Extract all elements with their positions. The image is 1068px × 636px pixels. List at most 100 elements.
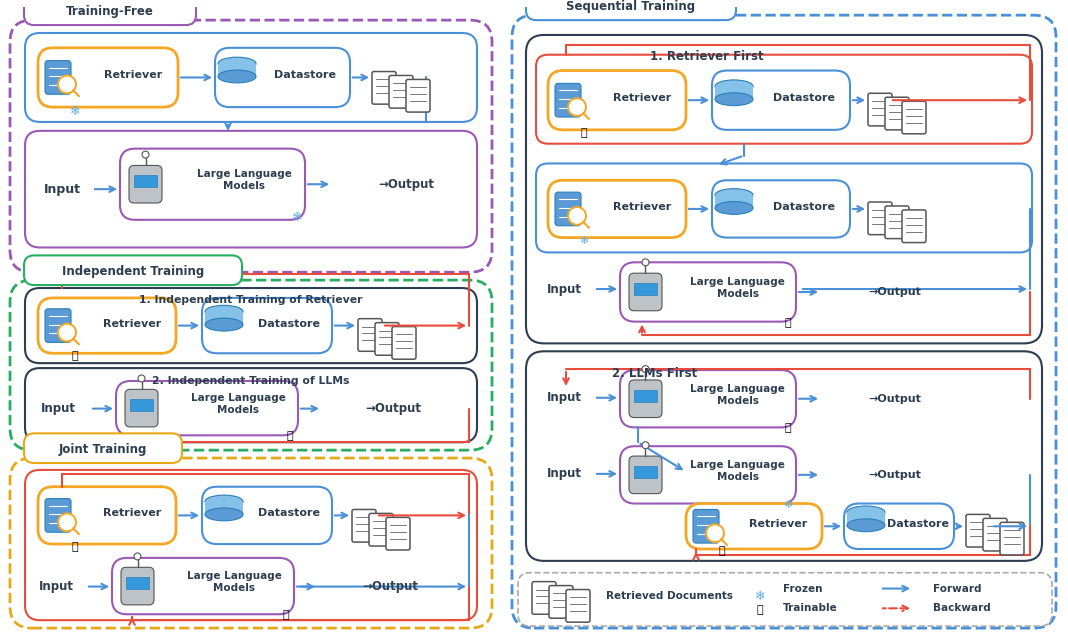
Text: Datastore: Datastore — [258, 319, 320, 329]
FancyBboxPatch shape — [38, 48, 178, 107]
Text: Large Language
Models: Large Language Models — [691, 460, 785, 481]
Ellipse shape — [205, 318, 244, 331]
Circle shape — [642, 259, 649, 266]
Text: Training-Free: Training-Free — [66, 4, 154, 18]
FancyBboxPatch shape — [621, 370, 796, 427]
FancyBboxPatch shape — [38, 487, 176, 544]
FancyBboxPatch shape — [25, 470, 477, 620]
FancyBboxPatch shape — [370, 513, 393, 546]
Circle shape — [58, 324, 76, 342]
FancyBboxPatch shape — [536, 163, 1032, 252]
Text: Trainable: Trainable — [783, 604, 837, 613]
FancyBboxPatch shape — [372, 71, 396, 104]
Circle shape — [642, 442, 649, 448]
Circle shape — [58, 76, 76, 93]
Text: Joint Training: Joint Training — [59, 443, 147, 455]
Text: 2. Independent Training of LLMs: 2. Independent Training of LLMs — [153, 376, 349, 386]
Text: ❄: ❄ — [69, 104, 80, 118]
FancyBboxPatch shape — [202, 487, 332, 544]
FancyBboxPatch shape — [25, 368, 477, 442]
FancyBboxPatch shape — [121, 567, 154, 605]
FancyBboxPatch shape — [45, 309, 70, 342]
FancyBboxPatch shape — [25, 131, 477, 247]
Text: Large Language
Models: Large Language Models — [691, 277, 785, 299]
FancyBboxPatch shape — [868, 93, 892, 126]
FancyBboxPatch shape — [536, 55, 1032, 144]
FancyBboxPatch shape — [549, 586, 574, 618]
FancyBboxPatch shape — [902, 210, 926, 242]
Circle shape — [706, 524, 724, 542]
FancyBboxPatch shape — [202, 298, 332, 353]
FancyBboxPatch shape — [527, 35, 1042, 343]
Ellipse shape — [205, 508, 244, 521]
Bar — [634, 466, 657, 478]
FancyBboxPatch shape — [112, 558, 294, 614]
Text: 🔥: 🔥 — [785, 317, 791, 328]
Text: →Output: →Output — [362, 580, 418, 593]
Text: Large Language
Models: Large Language Models — [190, 394, 285, 415]
Bar — [218, 64, 256, 76]
FancyBboxPatch shape — [23, 433, 182, 463]
FancyBboxPatch shape — [375, 322, 399, 356]
FancyBboxPatch shape — [1000, 522, 1024, 555]
Text: Datastore: Datastore — [773, 93, 835, 103]
FancyBboxPatch shape — [129, 165, 162, 203]
FancyBboxPatch shape — [45, 499, 70, 532]
FancyBboxPatch shape — [555, 83, 581, 117]
Text: ❄: ❄ — [755, 590, 766, 603]
FancyBboxPatch shape — [548, 180, 686, 238]
Text: 🔥: 🔥 — [719, 546, 725, 556]
Ellipse shape — [714, 93, 753, 106]
Ellipse shape — [205, 305, 244, 318]
Text: Sequential Training: Sequential Training — [566, 0, 695, 13]
Bar — [714, 86, 753, 99]
Text: 2. LLMs First: 2. LLMs First — [612, 366, 697, 380]
Text: Retriever: Retriever — [750, 519, 807, 529]
FancyBboxPatch shape — [116, 381, 298, 435]
Bar — [714, 195, 753, 208]
FancyBboxPatch shape — [844, 504, 954, 549]
Text: Large Language
Models: Large Language Models — [187, 571, 281, 593]
Text: Large Language
Models: Large Language Models — [691, 384, 785, 406]
FancyBboxPatch shape — [629, 380, 662, 417]
FancyBboxPatch shape — [868, 202, 892, 235]
Bar — [130, 399, 153, 411]
Bar — [634, 390, 657, 402]
Text: 🔥: 🔥 — [757, 605, 764, 615]
Circle shape — [642, 366, 649, 373]
Bar — [134, 176, 157, 187]
FancyBboxPatch shape — [885, 97, 909, 130]
Text: 🔥: 🔥 — [581, 128, 587, 138]
Text: →Output: →Output — [378, 177, 434, 191]
FancyBboxPatch shape — [965, 515, 990, 547]
FancyBboxPatch shape — [566, 590, 590, 622]
Circle shape — [568, 207, 586, 225]
Text: Datastore: Datastore — [274, 71, 336, 81]
FancyBboxPatch shape — [885, 206, 909, 238]
Ellipse shape — [847, 506, 885, 519]
FancyBboxPatch shape — [120, 149, 305, 220]
FancyBboxPatch shape — [518, 573, 1052, 626]
FancyBboxPatch shape — [629, 273, 662, 311]
Bar — [634, 283, 657, 295]
FancyBboxPatch shape — [629, 456, 662, 494]
Ellipse shape — [714, 80, 753, 93]
Text: Retriever: Retriever — [103, 508, 161, 518]
FancyBboxPatch shape — [386, 517, 410, 550]
FancyBboxPatch shape — [215, 48, 350, 107]
FancyBboxPatch shape — [23, 256, 242, 285]
FancyBboxPatch shape — [983, 518, 1007, 551]
FancyBboxPatch shape — [392, 326, 417, 359]
FancyBboxPatch shape — [389, 76, 413, 108]
Text: 1. Independent Training of Retriever: 1. Independent Training of Retriever — [139, 295, 363, 305]
Text: Input: Input — [547, 391, 581, 404]
FancyBboxPatch shape — [38, 298, 176, 353]
FancyBboxPatch shape — [686, 504, 822, 549]
FancyBboxPatch shape — [555, 192, 581, 226]
Ellipse shape — [218, 57, 256, 70]
FancyBboxPatch shape — [352, 509, 376, 542]
Ellipse shape — [847, 519, 885, 532]
Text: →Output: →Output — [868, 394, 921, 404]
FancyBboxPatch shape — [532, 582, 556, 614]
Ellipse shape — [714, 189, 753, 202]
